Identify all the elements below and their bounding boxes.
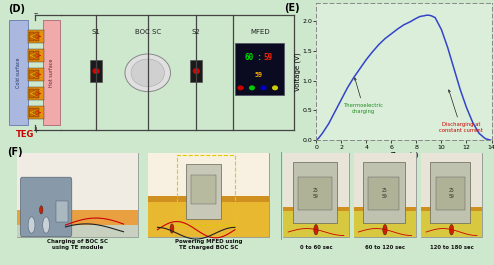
Bar: [29, 32, 34, 41]
Text: 60: 60: [245, 53, 254, 62]
Bar: [17, 210, 138, 225]
Text: –: –: [33, 10, 38, 19]
Bar: [298, 177, 331, 210]
FancyBboxPatch shape: [430, 162, 470, 223]
Bar: [43, 20, 60, 125]
Circle shape: [125, 54, 170, 92]
Bar: [354, 207, 416, 211]
Bar: [8, 20, 28, 125]
Text: 25
59: 25 59: [382, 188, 388, 199]
Bar: [283, 153, 349, 237]
Bar: [28, 49, 43, 62]
Circle shape: [92, 68, 100, 74]
Bar: [17, 225, 138, 237]
Bar: [148, 196, 269, 237]
FancyBboxPatch shape: [186, 164, 221, 219]
Bar: [35, 70, 39, 79]
Bar: [191, 175, 215, 204]
Text: Thermoelectric
charging: Thermoelectric charging: [344, 78, 384, 114]
Text: Charging of BOC SC
using TE module: Charging of BOC SC using TE module: [47, 240, 108, 250]
Bar: [17, 153, 138, 237]
Text: (E): (E): [285, 3, 300, 13]
Bar: [28, 68, 43, 81]
Text: 120 to 180 sec: 120 to 180 sec: [430, 245, 473, 250]
Text: TEG: TEG: [15, 130, 34, 139]
Text: 59: 59: [254, 72, 263, 78]
Circle shape: [272, 85, 278, 90]
Circle shape: [450, 224, 453, 235]
FancyBboxPatch shape: [90, 60, 102, 82]
Text: 25
59: 25 59: [313, 188, 319, 199]
X-axis label: Time (s): Time (s): [390, 151, 418, 157]
FancyBboxPatch shape: [190, 60, 203, 82]
Bar: [421, 207, 482, 211]
Bar: [28, 87, 43, 100]
FancyBboxPatch shape: [292, 162, 337, 223]
Circle shape: [383, 224, 387, 235]
Text: Discharging at
constant current: Discharging at constant current: [439, 90, 483, 133]
Bar: [368, 177, 400, 210]
Bar: [35, 32, 39, 41]
Bar: [28, 30, 43, 43]
Bar: [354, 207, 416, 237]
FancyBboxPatch shape: [363, 162, 405, 223]
Text: 0 to 60 sec: 0 to 60 sec: [300, 245, 332, 250]
Text: (D): (D): [8, 4, 25, 14]
Bar: [29, 89, 34, 98]
Bar: [283, 207, 349, 237]
Text: 25
59: 25 59: [449, 188, 454, 199]
Bar: [354, 153, 416, 237]
Y-axis label: Voltage (V): Voltage (V): [294, 52, 301, 91]
Circle shape: [260, 85, 267, 90]
Bar: [17, 153, 138, 210]
Bar: [283, 153, 349, 207]
Bar: [354, 153, 416, 207]
Bar: [28, 106, 43, 119]
Circle shape: [314, 224, 318, 235]
Text: Hot surface: Hot surface: [48, 59, 54, 87]
Text: MFED: MFED: [250, 29, 270, 35]
Bar: [56, 201, 68, 222]
Circle shape: [170, 224, 174, 233]
FancyBboxPatch shape: [235, 43, 284, 95]
Text: +: +: [32, 126, 39, 135]
Text: Powering MFED using
TE charged BOC SC: Powering MFED using TE charged BOC SC: [174, 240, 242, 250]
Text: 60 to 120 sec: 60 to 120 sec: [365, 245, 405, 250]
Text: S1: S1: [92, 29, 100, 35]
Circle shape: [28, 217, 35, 233]
Circle shape: [237, 85, 244, 90]
FancyBboxPatch shape: [20, 177, 72, 237]
Text: Cold surface: Cold surface: [16, 58, 21, 88]
Bar: [148, 153, 269, 237]
Bar: [29, 51, 34, 60]
Bar: [421, 153, 482, 207]
Text: 59: 59: [263, 53, 272, 62]
Bar: [29, 108, 34, 117]
Text: S2: S2: [192, 29, 201, 35]
Circle shape: [42, 217, 49, 233]
Text: (F): (F): [7, 147, 23, 157]
Bar: [421, 207, 482, 237]
Circle shape: [131, 59, 165, 87]
Bar: [35, 51, 39, 60]
Bar: [35, 89, 39, 98]
Bar: [148, 153, 269, 196]
Bar: [436, 177, 465, 210]
Text: BOC SC: BOC SC: [135, 29, 161, 35]
Circle shape: [40, 206, 43, 214]
Bar: [148, 196, 269, 202]
Circle shape: [249, 85, 255, 90]
Circle shape: [193, 68, 200, 74]
Text: :: :: [257, 53, 260, 62]
Bar: [421, 153, 482, 237]
Bar: [283, 207, 349, 211]
Bar: [177, 155, 235, 225]
Bar: [29, 70, 34, 79]
Bar: [35, 108, 39, 117]
